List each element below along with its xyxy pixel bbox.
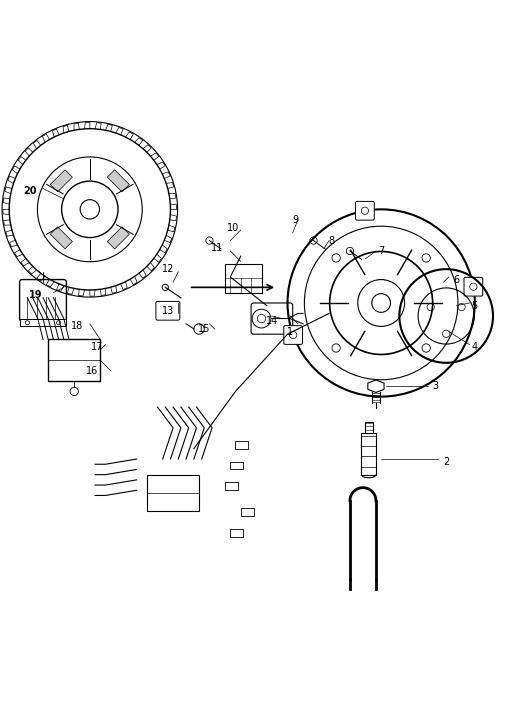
Bar: [241, 508, 254, 516]
FancyBboxPatch shape: [156, 302, 180, 320]
Bar: [365, 422, 373, 433]
FancyBboxPatch shape: [251, 303, 293, 334]
Text: 9: 9: [292, 214, 299, 225]
Text: 17: 17: [92, 342, 104, 352]
Bar: [230, 462, 243, 469]
Bar: [19, 319, 66, 327]
FancyBboxPatch shape: [284, 326, 302, 344]
Text: 11: 11: [211, 244, 223, 253]
Text: 7: 7: [378, 246, 384, 256]
Text: 8: 8: [328, 236, 335, 246]
FancyBboxPatch shape: [356, 202, 374, 220]
Polygon shape: [107, 170, 129, 192]
Polygon shape: [107, 226, 129, 249]
Bar: [225, 483, 238, 491]
FancyBboxPatch shape: [19, 280, 66, 321]
Text: 12: 12: [162, 264, 174, 274]
Text: 13: 13: [162, 306, 174, 316]
Polygon shape: [50, 170, 72, 192]
Text: 10: 10: [227, 222, 239, 233]
Text: 6: 6: [453, 275, 460, 285]
Text: 4: 4: [472, 342, 478, 352]
Polygon shape: [368, 380, 384, 393]
FancyBboxPatch shape: [464, 278, 483, 296]
Text: 18: 18: [71, 322, 83, 332]
Bar: [225, 264, 262, 293]
Text: 1: 1: [287, 327, 293, 337]
Bar: [235, 441, 248, 449]
Text: 5: 5: [472, 300, 478, 310]
Bar: [48, 339, 100, 381]
Bar: [147, 475, 199, 511]
Text: 15: 15: [198, 324, 210, 334]
Text: 19: 19: [28, 290, 42, 300]
Text: 3: 3: [433, 381, 439, 391]
Bar: [361, 433, 376, 475]
Bar: [230, 529, 243, 537]
Text: 14: 14: [266, 316, 278, 326]
Text: 20: 20: [23, 186, 37, 196]
Text: 16: 16: [86, 366, 98, 376]
Polygon shape: [50, 226, 72, 249]
Text: 2: 2: [443, 457, 449, 466]
